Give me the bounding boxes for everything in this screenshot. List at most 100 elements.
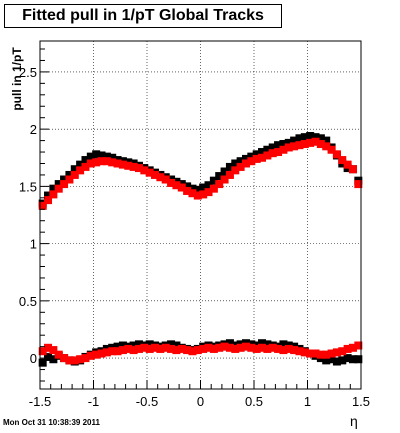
data-marker — [316, 350, 325, 359]
data-marker — [204, 188, 213, 197]
data-marker — [188, 347, 197, 356]
data-marker — [327, 355, 336, 364]
data-marker — [161, 175, 170, 184]
y-tick-label: 1 — [30, 237, 37, 252]
y-tick-label: 0.5 — [19, 294, 37, 309]
data-marker — [167, 178, 176, 187]
data-marker — [322, 356, 331, 365]
data-marker — [215, 180, 224, 189]
data-marker — [44, 191, 53, 200]
data-marker — [134, 340, 143, 349]
data-marker — [279, 346, 288, 355]
data-marker — [306, 349, 315, 358]
data-marker — [172, 346, 181, 355]
data-marker — [65, 356, 74, 365]
data-marker — [348, 165, 357, 174]
x-axis-label: η — [350, 413, 358, 429]
data-marker — [279, 140, 288, 149]
data-marker — [241, 154, 250, 163]
data-marker — [236, 343, 245, 352]
data-marker — [81, 354, 90, 363]
data-marker — [156, 173, 165, 182]
data-marker — [338, 356, 347, 365]
data-marker — [183, 346, 192, 355]
data-marker — [290, 136, 299, 145]
data-marker — [97, 151, 106, 160]
data-marker — [284, 344, 293, 353]
data-marker — [274, 141, 283, 150]
data-marker — [327, 145, 336, 154]
data-marker — [54, 180, 63, 189]
data-marker — [225, 343, 234, 352]
data-marker — [220, 342, 229, 351]
y-tick-label: 1.5 — [19, 179, 37, 194]
data-marker — [209, 344, 218, 353]
data-marker — [76, 166, 85, 175]
data-marker — [86, 159, 95, 168]
data-marker — [193, 185, 202, 194]
data-marker — [290, 142, 299, 151]
data-marker — [284, 143, 293, 152]
data-marker — [247, 157, 256, 166]
data-marker — [86, 152, 95, 161]
data-marker — [263, 340, 272, 349]
data-marker — [156, 344, 165, 353]
data-marker — [215, 343, 224, 352]
data-marker — [322, 142, 331, 151]
data-marker — [113, 342, 122, 351]
data-marker — [241, 159, 250, 168]
data-marker — [199, 190, 208, 199]
data-marker — [300, 133, 309, 142]
data-marker — [108, 153, 117, 162]
data-marker — [97, 349, 106, 358]
data-marker — [338, 347, 347, 356]
data-marker — [145, 344, 154, 353]
data-marker — [183, 182, 192, 191]
data-marker — [241, 342, 250, 351]
data-marker — [332, 348, 341, 357]
x-tick-label: -0.5 — [136, 394, 158, 409]
data-marker — [274, 344, 283, 353]
data-marker — [60, 175, 69, 184]
data-marker — [268, 143, 277, 152]
data-marker — [263, 344, 272, 353]
data-marker — [76, 355, 85, 364]
y-tick-label: 0 — [30, 351, 37, 366]
chart-title-box: Fitted pull in 1/pT Global Tracks — [4, 4, 282, 28]
data-marker — [295, 134, 304, 143]
data-marker — [49, 346, 58, 355]
x-tick-label: 0.5 — [245, 394, 263, 409]
data-marker — [311, 349, 320, 358]
data-marker — [247, 343, 256, 352]
data-marker — [177, 183, 186, 192]
data-marker — [316, 140, 325, 149]
data-marker — [108, 158, 117, 167]
data-marker — [113, 159, 122, 168]
data-marker — [102, 157, 111, 166]
data-marker — [231, 166, 240, 175]
x-tick-label: -1 — [88, 394, 100, 409]
data-marker — [134, 164, 143, 173]
data-marker — [204, 343, 213, 352]
data-marker — [295, 347, 304, 356]
data-marker — [44, 352, 53, 361]
data-marker — [306, 138, 315, 147]
data-marker — [129, 341, 138, 350]
data-marker — [225, 162, 234, 171]
data-marker — [236, 157, 245, 166]
x-tick-label: 1.5 — [352, 394, 370, 409]
data-marker — [225, 170, 234, 179]
data-marker — [118, 341, 127, 350]
data-marker — [44, 343, 53, 352]
data-marker — [76, 160, 85, 169]
data-marker — [348, 355, 357, 364]
data-marker — [129, 162, 138, 171]
data-marker — [252, 150, 261, 159]
data-marker — [167, 344, 176, 353]
data-marker — [49, 190, 58, 199]
data-marker — [209, 184, 218, 193]
data-marker — [124, 161, 133, 170]
data-marker — [161, 343, 170, 352]
data-marker — [81, 162, 90, 171]
data-marker — [247, 152, 256, 161]
